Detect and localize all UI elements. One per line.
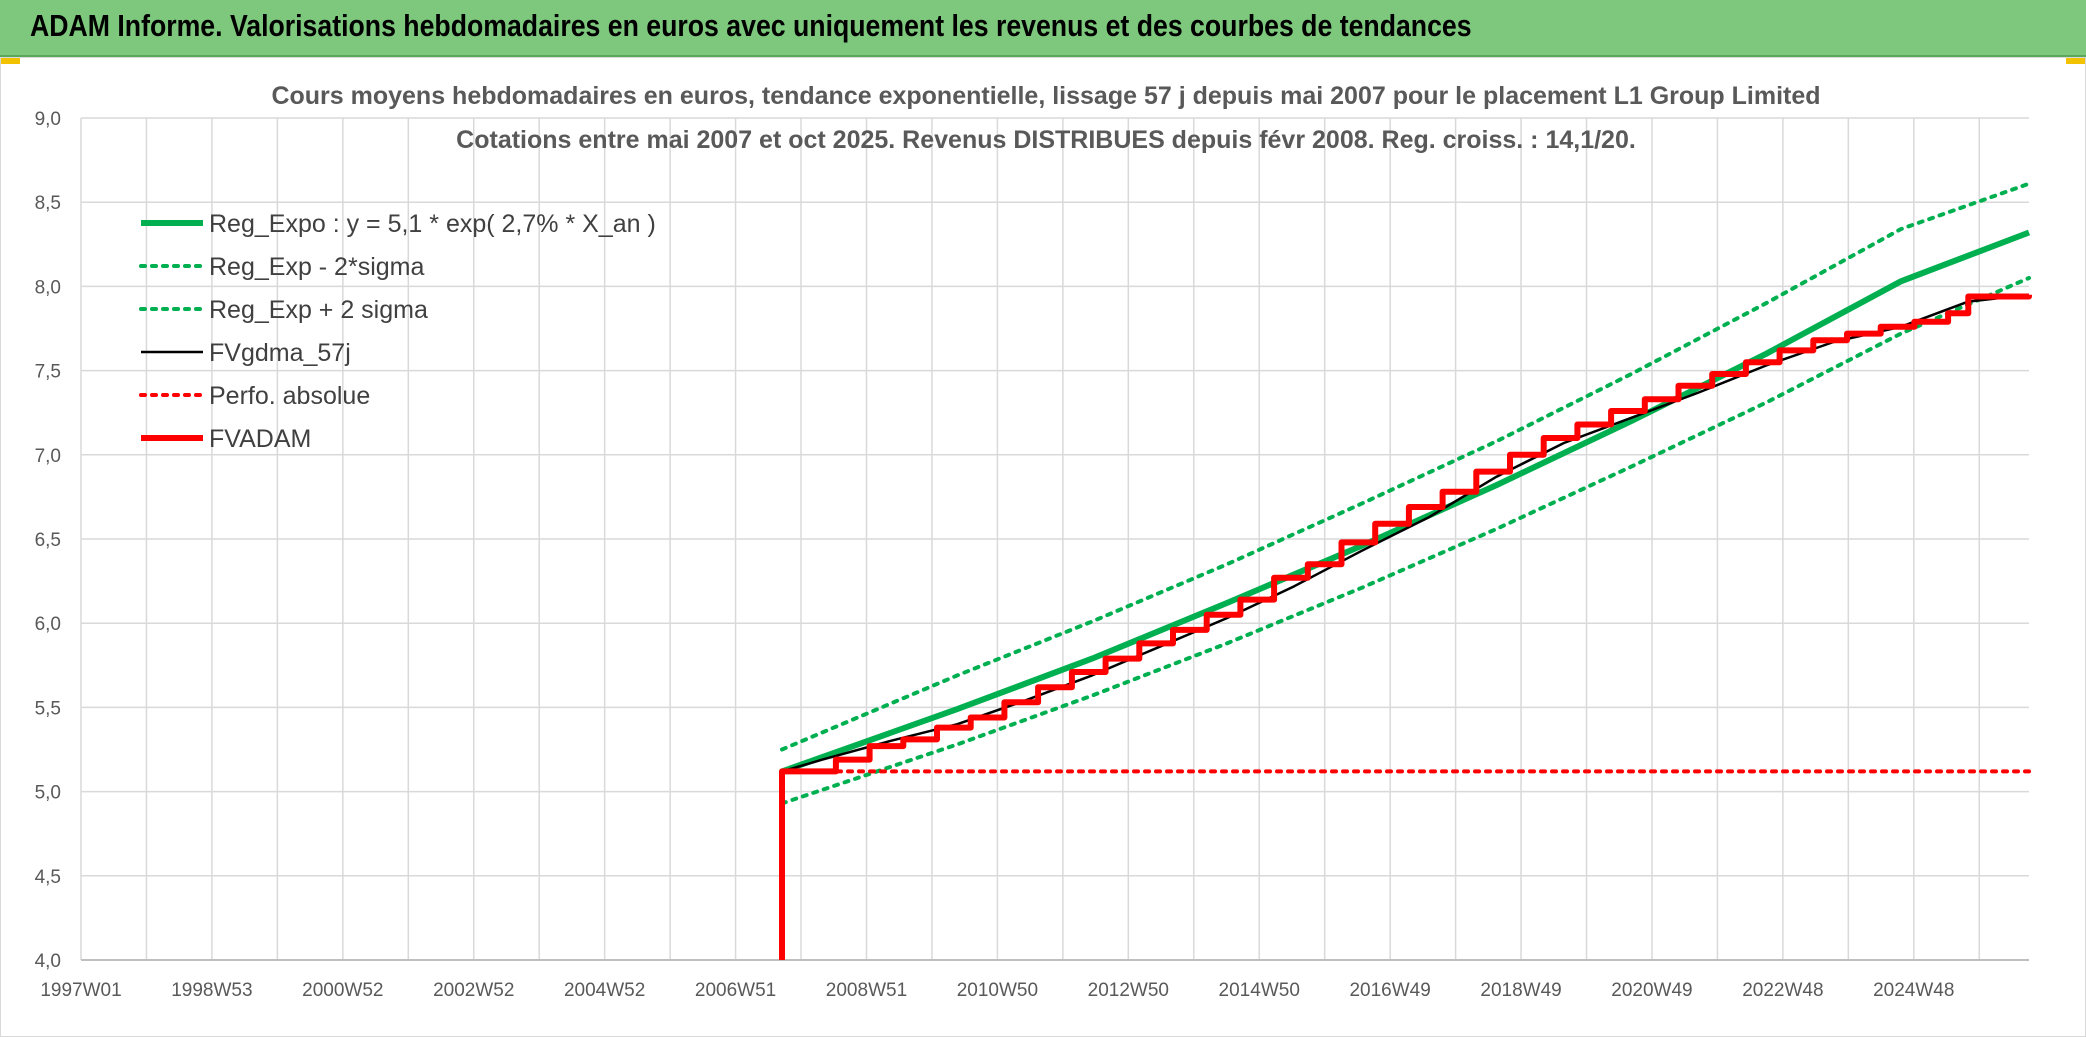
page-title: ADAM Informe. Valorisations hebdomadaire… (30, 8, 1472, 43)
series-line-fvgdma-57j (781, 293, 2030, 773)
legend-label: Reg_Expo : y = 5,1 * exp( 2,7% * X_an ) (209, 210, 656, 238)
y-tick-label: 5,5 (35, 698, 61, 719)
x-tick-label: 2002W52 (433, 980, 514, 1001)
chart-area: Cours moyens hebdomadaires en euros, ten… (0, 57, 2086, 1037)
legend-label: Reg_Exp + 2 sigma (209, 296, 428, 324)
legend-label: Perfo. absolue (209, 382, 370, 410)
corner-mark-right (2066, 57, 2086, 64)
y-tick-label: 4,5 (35, 867, 61, 888)
series-line-reg-exp-2-sigma (780, 276, 2031, 806)
x-tick-label: 2024W48 (1873, 980, 1954, 1001)
x-tick-label: 2008W51 (826, 980, 907, 1001)
y-tick-label: 7,0 (35, 446, 61, 467)
corner-mark-left (0, 57, 20, 64)
grid-layer (80, 117, 2029, 961)
series-layer (779, 181, 2032, 960)
x-tick-label: 2012W50 (1088, 980, 1169, 1001)
series-line-fvadam (779, 293, 2032, 960)
y-tick-label: 8,0 (35, 277, 61, 298)
x-tick-label: 2010W50 (957, 980, 1038, 1001)
x-tick-label: 2018W49 (1480, 980, 1561, 1001)
header-bar: ADAM Informe. Valorisations hebdomadaire… (0, 0, 2086, 57)
y-tick-label: 8,5 (35, 193, 61, 214)
x-tick-label: 1998W53 (171, 980, 252, 1001)
y-tick-label: 6,5 (35, 530, 61, 551)
x-tick-label: 2022W48 (1742, 980, 1823, 1001)
legend-label: Reg_Exp - 2*sigma (209, 253, 424, 281)
legend: Reg_Expo : y = 5,1 * exp( 2,7% * X_an ) R… (139, 210, 656, 453)
x-tick-label: 2004W52 (564, 980, 645, 1001)
y-tick-label: 7,5 (35, 362, 61, 383)
x-tick-label: 1997W01 (40, 980, 121, 1001)
series-line-reg-exp-2-sigma (780, 181, 2031, 752)
tick-layer: 4,0 4,5 5,0 5,5 6,0 6,5 7,0 7,5 8,0 8,5 9,0 1997W01… (35, 109, 1955, 1001)
x-tick-label: 2006W51 (695, 980, 776, 1001)
x-tick-label: 2016W49 (1349, 980, 1430, 1001)
y-tick-label: 4,0 (35, 951, 61, 972)
y-tick-label: 5,0 (35, 783, 61, 804)
x-tick-label: 2020W49 (1611, 980, 1692, 1001)
series-line-reg-expo-y-5-1-exp-2-7-x-an (780, 229, 2031, 775)
legend-label: FVgdma_57j (209, 339, 351, 367)
y-tick-label: 6,0 (35, 614, 61, 635)
y-tick-label: 9,0 (35, 109, 61, 130)
x-tick-label: 2000W52 (302, 980, 383, 1001)
chart-title: Cours moyens hebdomadaires en euros, ten… (271, 82, 1820, 110)
legend-label: FVADAM (209, 425, 311, 453)
chart-subtitle: Cotations entre mai 2007 et oct 2025. Re… (456, 126, 1636, 154)
chart-svg: Cours moyens hebdomadaires en euros, ten… (35, 82, 2032, 1001)
x-tick-label: 2014W50 (1219, 980, 1300, 1001)
